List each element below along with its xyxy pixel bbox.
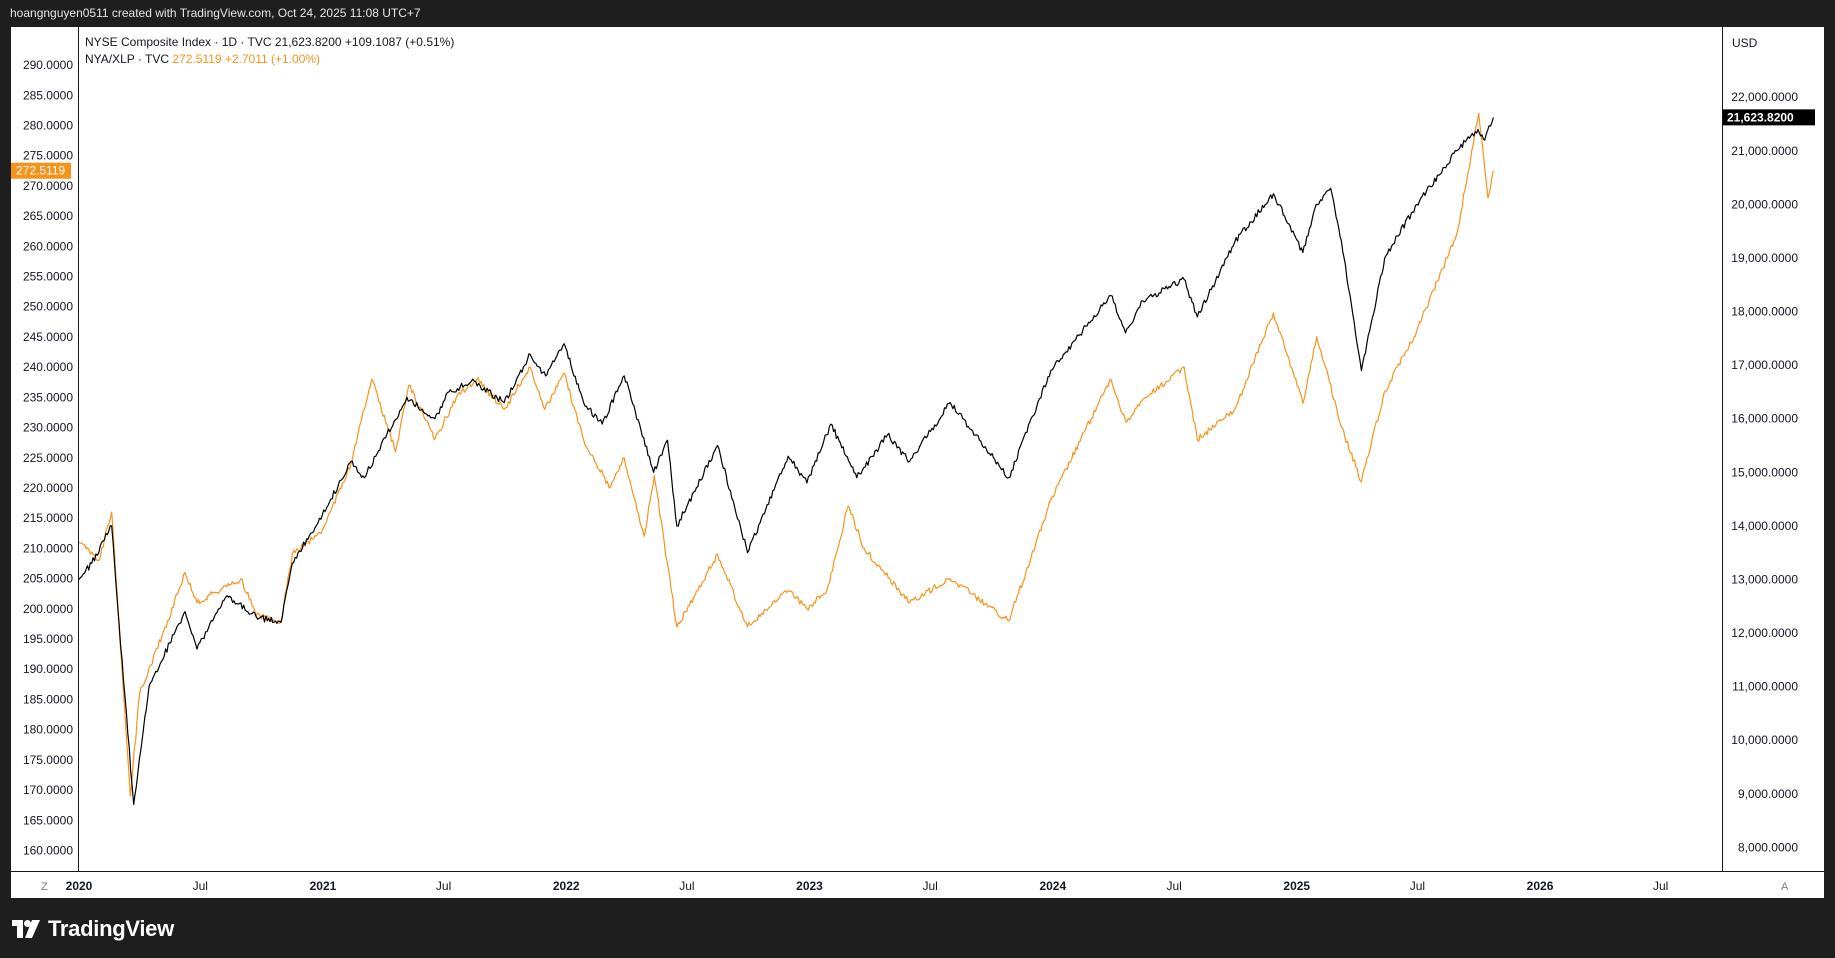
right-tick-label: 11,000.0000	[1732, 680, 1798, 694]
left-tick-label: 225.0000	[23, 451, 73, 465]
legend-ratio-name: NYA/XLP · TVC	[85, 52, 170, 66]
right-tick-label: 21,000.0000	[1731, 144, 1798, 158]
time-tick-label: Jul	[922, 879, 937, 893]
left-tick-label: 245.0000	[23, 330, 73, 344]
time-tick-label: 2021	[310, 879, 337, 893]
time-tick-label: Jul	[436, 879, 451, 893]
left-tick-label: 255.0000	[23, 270, 73, 284]
right-price-axis[interactable]: 22,000.0000 21,000.0000 20,000.0000 19,000.…	[1731, 90, 1798, 854]
time-tick-label: 2024	[1039, 879, 1066, 893]
left-tick-label: 220.0000	[23, 481, 73, 495]
currency-label: USD	[1732, 36, 1758, 50]
svg-text:272.5119: 272.5119	[16, 164, 65, 178]
left-tick-label: 235.0000	[23, 390, 73, 404]
legend-ratio[interactable]: NYA/XLP · TVC 272.5119 +2.7011 (+1.00%)	[85, 51, 454, 68]
time-tick-label: 2023	[796, 879, 823, 893]
left-price-axis[interactable]: 290.0000 285.0000 280.0000 275.0000 270.0000…	[23, 58, 73, 857]
left-tick-label: 180.0000	[23, 723, 73, 737]
right-tick-label: 9,000.0000	[1738, 787, 1798, 801]
left-tick-label: 205.0000	[23, 572, 73, 586]
tradingview-logo[interactable]: TradingView	[12, 916, 174, 942]
price-chart[interactable]: 290.0000 285.0000 280.0000 275.0000 270.0000…	[11, 27, 1824, 898]
right-tick-label: 22,000.0000	[1731, 90, 1798, 104]
right-tick-label: 17,000.0000	[1731, 358, 1798, 372]
time-tick-label: Jul	[193, 879, 208, 893]
left-tick-label: 265.0000	[23, 209, 73, 223]
time-tick-label: Jul	[1653, 879, 1668, 893]
left-tick-label: 260.0000	[23, 239, 73, 253]
left-current-price-tag: 272.5119	[11, 162, 71, 179]
right-current-price-tag: 21,623.8200	[1723, 109, 1815, 126]
left-tick-label: 165.0000	[23, 813, 73, 827]
timezone-toggle-button[interactable]: Z	[41, 881, 48, 893]
left-tick-label: 270.0000	[23, 179, 73, 193]
right-tick-label: 15,000.0000	[1731, 465, 1798, 479]
left-tick-label: 280.0000	[23, 118, 73, 132]
left-tick-label: 195.0000	[23, 632, 73, 646]
right-tick-label: 8,000.0000	[1738, 840, 1798, 854]
time-tick-label: 2020	[66, 879, 93, 893]
brand-name: TradingView	[48, 916, 174, 941]
left-tick-label: 200.0000	[23, 602, 73, 616]
time-tick-label: Jul	[1410, 879, 1425, 893]
right-tick-label: 16,000.0000	[1731, 412, 1798, 426]
time-tick-label: 2022	[553, 879, 580, 893]
legend-nya[interactable]: NYSE Composite Index · 1D · TVC 21,623.8…	[85, 35, 455, 49]
chart-attribution: hoangnguyen0511 created with TradingView…	[10, 6, 421, 20]
left-tick-label: 275.0000	[23, 149, 73, 163]
tradingview-logo-icon	[12, 920, 40, 938]
left-tick-label: 185.0000	[23, 692, 73, 706]
right-tick-label: 10,000.0000	[1731, 733, 1798, 747]
left-tick-label: 290.0000	[23, 58, 73, 72]
time-tick-label: 2025	[1283, 879, 1310, 893]
right-tick-label: 19,000.0000	[1731, 251, 1798, 265]
right-tick-label: 20,000.0000	[1731, 197, 1798, 211]
left-tick-label: 215.0000	[23, 511, 73, 525]
left-tick-label: 170.0000	[23, 783, 73, 797]
left-tick-label: 240.0000	[23, 360, 73, 374]
svg-text:21,623.8200: 21,623.8200	[1727, 110, 1794, 124]
right-tick-label: 12,000.0000	[1731, 626, 1798, 640]
time-tick-label: Jul	[679, 879, 694, 893]
left-tick-label: 190.0000	[23, 662, 73, 676]
footer: TradingView	[0, 898, 1835, 958]
time-axis[interactable]: 2020 Jul 2021 Jul 2022 Jul 2023 Jul 2024 Jul 2025 J…	[66, 879, 1669, 893]
left-tick-label: 175.0000	[23, 753, 73, 767]
left-tick-label: 230.0000	[23, 421, 73, 435]
nya-xlp-series-line[interactable]	[78, 112, 1494, 797]
right-tick-label: 18,000.0000	[1731, 305, 1798, 319]
left-tick-label: 210.0000	[23, 541, 73, 555]
left-tick-label: 160.0000	[23, 843, 73, 857]
chart-panel[interactable]: 290.0000 285.0000 280.0000 275.0000 270.0000…	[11, 27, 1824, 898]
right-tick-label: 14,000.0000	[1731, 519, 1798, 533]
legend-ratio-values: 272.5119 +2.7011 (+1.00%)	[172, 52, 321, 66]
right-tick-label: 13,000.0000	[1731, 572, 1798, 586]
auto-scale-button[interactable]: A	[1781, 881, 1789, 893]
left-tick-label: 250.0000	[23, 300, 73, 314]
left-tick-label: 285.0000	[23, 88, 73, 102]
nya-series-line[interactable]	[78, 117, 1494, 806]
time-tick-label: 2026	[1527, 879, 1554, 893]
chart-legend: NYSE Composite Index · 1D · TVC 21,623.8…	[85, 34, 454, 68]
time-tick-label: Jul	[1166, 879, 1181, 893]
